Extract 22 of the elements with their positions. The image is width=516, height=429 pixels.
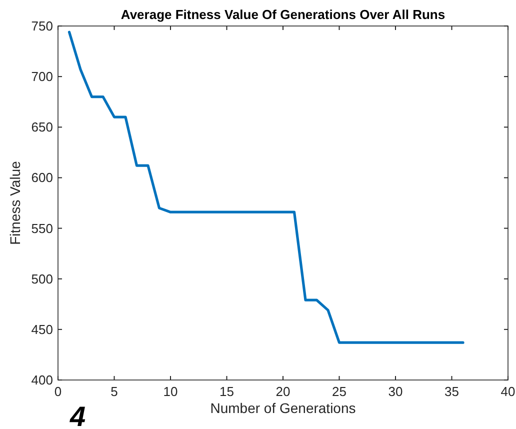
x-tick-label: 5 — [110, 384, 118, 399]
x-tick-label: 35 — [444, 384, 459, 399]
x-tick-label: 25 — [332, 384, 346, 399]
y-tick-label: 550 — [31, 220, 53, 236]
x-tick-label: 30 — [388, 384, 403, 399]
y-tick-label: 500 — [31, 271, 53, 286]
text: 4 — [69, 401, 86, 429]
y-tick-label: 600 — [31, 170, 53, 186]
x-tick-label: 10 — [163, 384, 178, 399]
x-tick-label: 20 — [276, 384, 290, 399]
x-axis-title: Number of Generations — [210, 400, 356, 416]
y-tick-label: 750 — [31, 18, 53, 34]
x-tick-label: 40 — [500, 384, 516, 399]
line-series — [68, 30, 464, 344]
x-tick-label: 15 — [220, 384, 234, 399]
y-tick-label: 700 — [31, 69, 53, 84]
y-tick-label: 450 — [31, 322, 53, 337]
x-tick-label: 0 — [54, 384, 62, 399]
y-tick-label: 650 — [31, 120, 53, 135]
y-axis-title: Fitness Value — [7, 160, 23, 245]
y-tick-label: 400 — [31, 372, 53, 388]
chart-title: Average Fitness Value Of Generations Over All Runs — [120, 7, 446, 22]
